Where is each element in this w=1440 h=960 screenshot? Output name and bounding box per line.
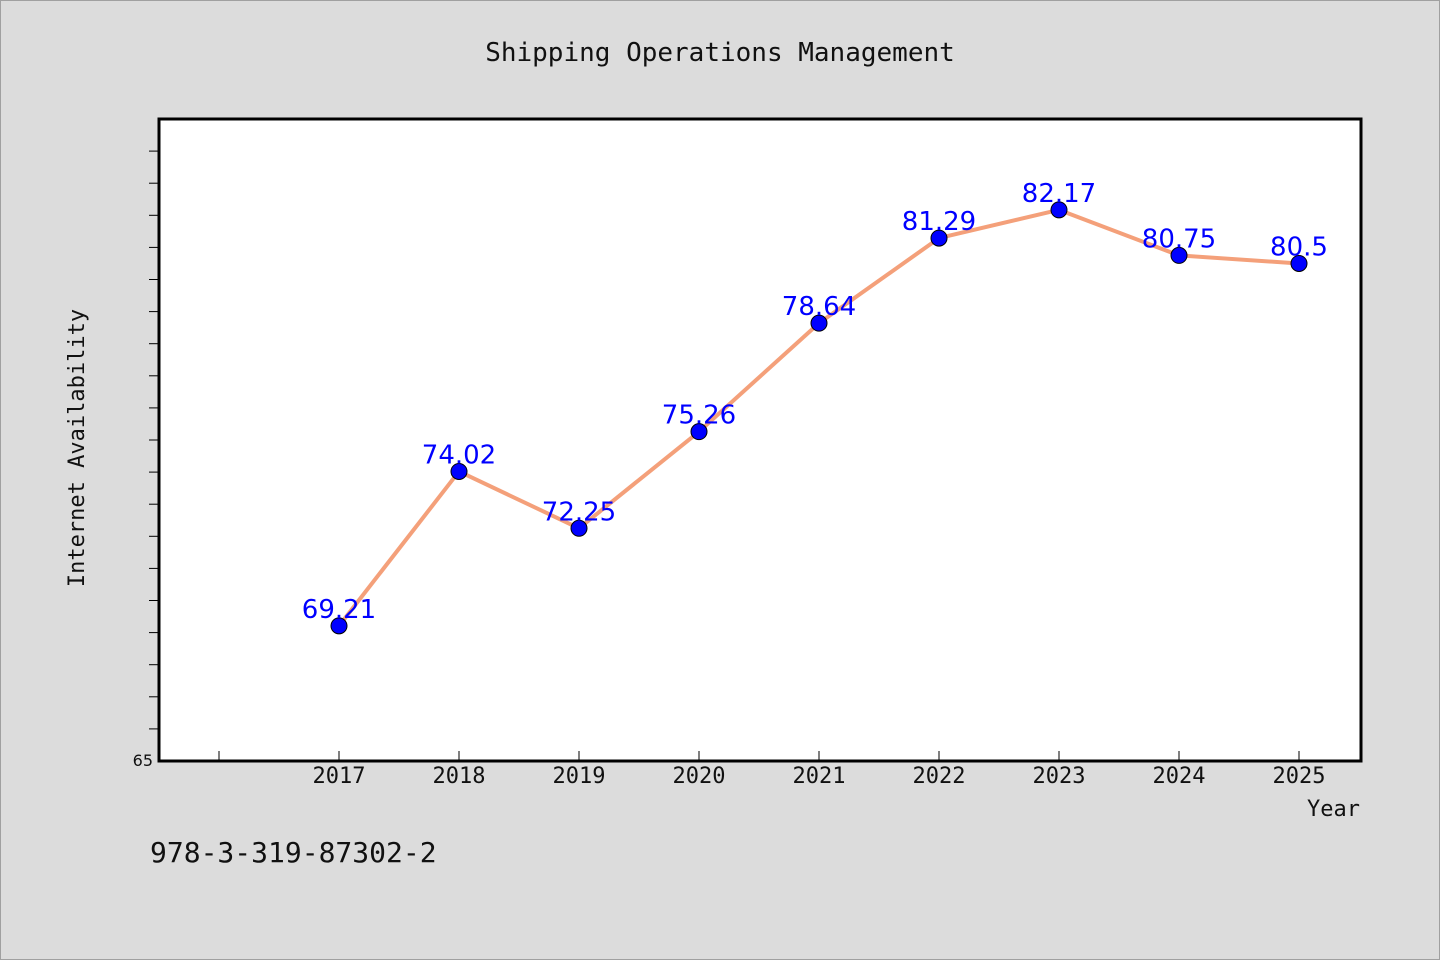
x-tick-label: 2019 <box>553 764 606 789</box>
data-point <box>330 617 348 635</box>
data-label: 69.21 <box>302 595 376 625</box>
x-tick-label: 2024 <box>1153 764 1206 789</box>
plot-area <box>157 117 1363 763</box>
data-point <box>1290 254 1308 272</box>
x-tick-label: 2017 <box>313 764 366 789</box>
chart-title: Shipping Operations Management <box>485 38 955 68</box>
data-point <box>810 314 828 332</box>
series-layer: 69.21 74.02 72.25 75.26 78.64 81.29 82.17 80.75… <box>302 179 1328 635</box>
data-point <box>930 229 948 247</box>
data-label: 80.5 <box>1270 232 1328 262</box>
x-axis-label: Year <box>1307 797 1360 822</box>
data-label: 75.26 <box>662 401 736 431</box>
data-point <box>1050 201 1068 219</box>
data-label: 78.64 <box>782 292 856 322</box>
x-tick-label: 2021 <box>793 764 846 789</box>
data-point <box>690 423 708 441</box>
isbn-text: 978-3-319-87302-2 <box>150 836 437 869</box>
x-axis: 2017 2018 2019 2020 2021 2022 2023 2024 2025 <box>218 751 1326 789</box>
data-label: 82.17 <box>1022 179 1096 209</box>
data-point <box>570 519 588 537</box>
y-axis: 65 <box>133 150 159 770</box>
data-point <box>450 462 468 480</box>
x-tick-label: 2025 <box>1273 764 1326 789</box>
x-tick-label: 2022 <box>913 764 966 789</box>
data-label: 72.25 <box>542 497 616 527</box>
data-label: 74.02 <box>422 440 496 470</box>
y-tick-label: 65 <box>133 751 153 770</box>
x-tick-label: 2018 <box>433 764 486 789</box>
data-point <box>1170 246 1188 264</box>
x-tick-label: 2020 <box>673 764 726 789</box>
y-axis-label: Internet Availability <box>65 309 90 587</box>
data-label: 81.29 <box>902 207 976 237</box>
data-label: 80.75 <box>1142 224 1216 254</box>
x-tick-label: 2023 <box>1033 764 1086 789</box>
